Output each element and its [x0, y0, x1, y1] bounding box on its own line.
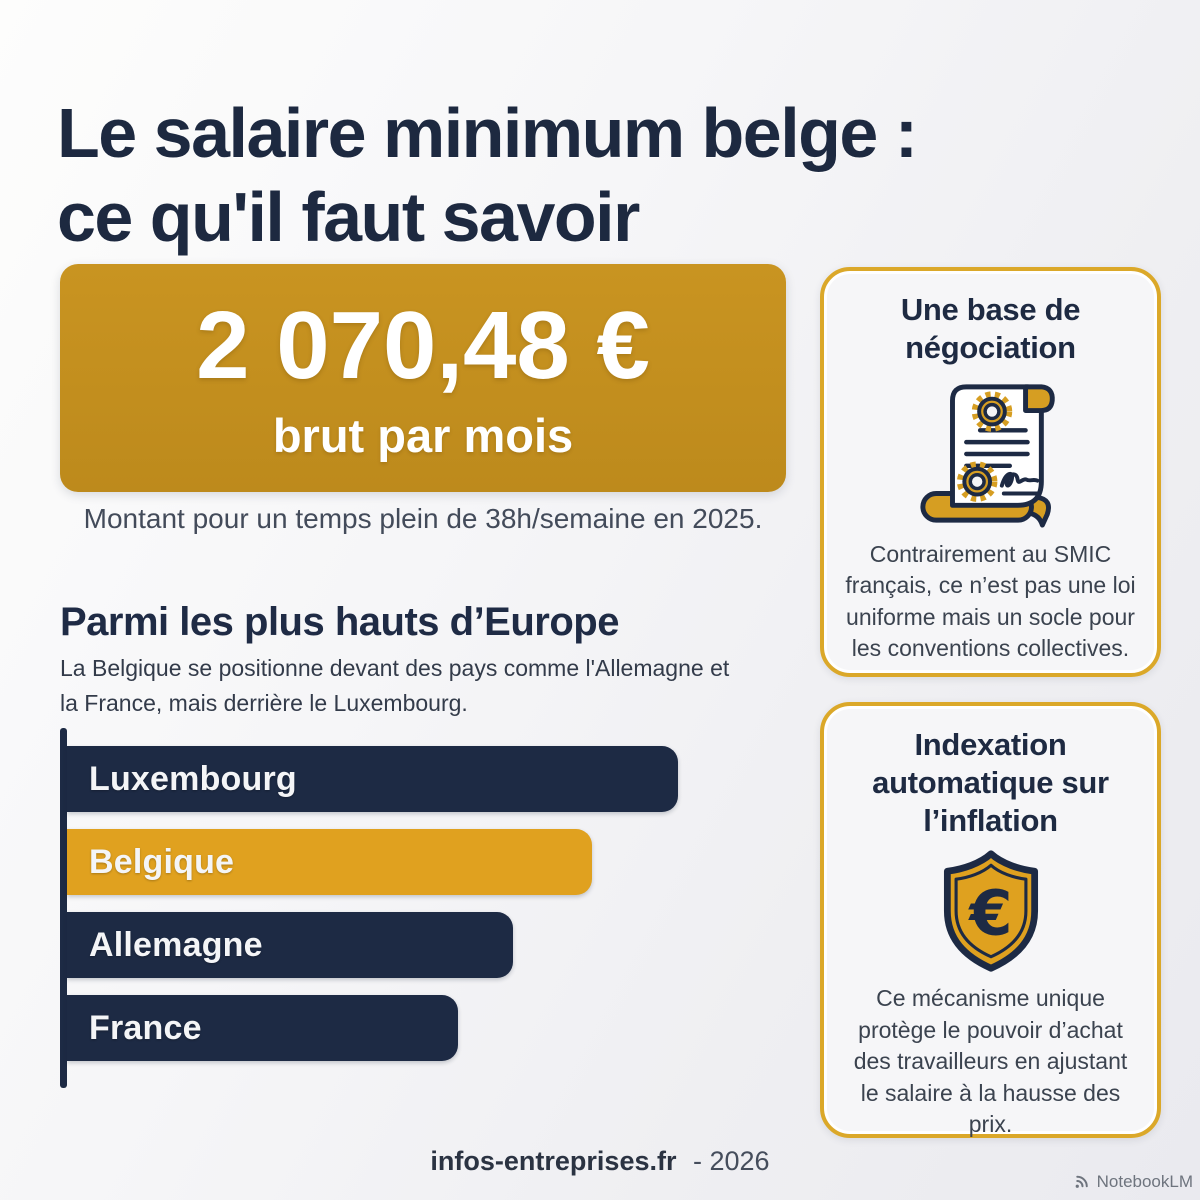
contract-scroll-icon: [916, 375, 1066, 531]
bar-luxembourg: Luxembourg: [67, 746, 678, 812]
watermark: NotebookLM: [1073, 1172, 1193, 1192]
bar-label: Belgique: [89, 842, 235, 881]
hero-amount-label: brut par mois: [272, 408, 574, 462]
bar-chart-bars: Luxembourg Belgique Allemagne France: [67, 746, 678, 1078]
hero-note: Montant pour un temps plein de 38h/semai…: [83, 503, 763, 534]
bar-allemagne: Allemagne: [67, 912, 513, 978]
footer: infos-entreprises.fr - 2026: [0, 1146, 1200, 1177]
hero-amount-box: 2 070,48 € brut par mois: [60, 264, 786, 492]
footer-site: infos-entreprises.fr: [430, 1146, 677, 1176]
page-title-line1: Le salaire minimum belge :: [57, 93, 918, 172]
page-title: Le salaire minimum belge : ce qu'il faut…: [57, 91, 1147, 259]
bar-label: Allemagne: [89, 925, 263, 964]
footer-year: - 2026: [693, 1146, 770, 1176]
card-automatic-indexation: Indexation automatique sur l’inflation €…: [820, 702, 1161, 1138]
bar-france: France: [67, 995, 458, 1061]
card-body: Contrairement au SMIC français, ce n’est…: [845, 540, 1136, 662]
bar-label: France: [89, 1008, 202, 1047]
watermark-label: NotebookLM: [1096, 1172, 1193, 1191]
bar-label: Luxembourg: [89, 759, 297, 798]
card-body: Ce mécanisme unique protège le pouvoir d…: [853, 985, 1128, 1138]
chart-axis: [60, 728, 67, 1088]
comparison-heading: Parmi les plus hauts d’Europe: [60, 600, 619, 644]
bar-belgique: Belgique: [67, 829, 592, 895]
bar-chart: Luxembourg Belgique Allemagne France: [60, 728, 760, 1090]
notebooklm-icon: [1075, 1175, 1088, 1188]
page-title-line2: ce qu'il faut savoir: [57, 177, 640, 256]
comparison-description: La Belgique se positionne devant des pay…: [60, 655, 730, 716]
hero-amount: 2 070,48 €: [196, 291, 650, 399]
card-negotiation-base: Une base de négociation: [820, 267, 1161, 677]
card-title: Indexation automatique sur l’inflation: [872, 727, 1109, 838]
card-title: Une base de négociation: [900, 292, 1081, 365]
shield-euro-icon: €: [932, 847, 1050, 975]
euro-symbol: €: [967, 877, 1012, 950]
